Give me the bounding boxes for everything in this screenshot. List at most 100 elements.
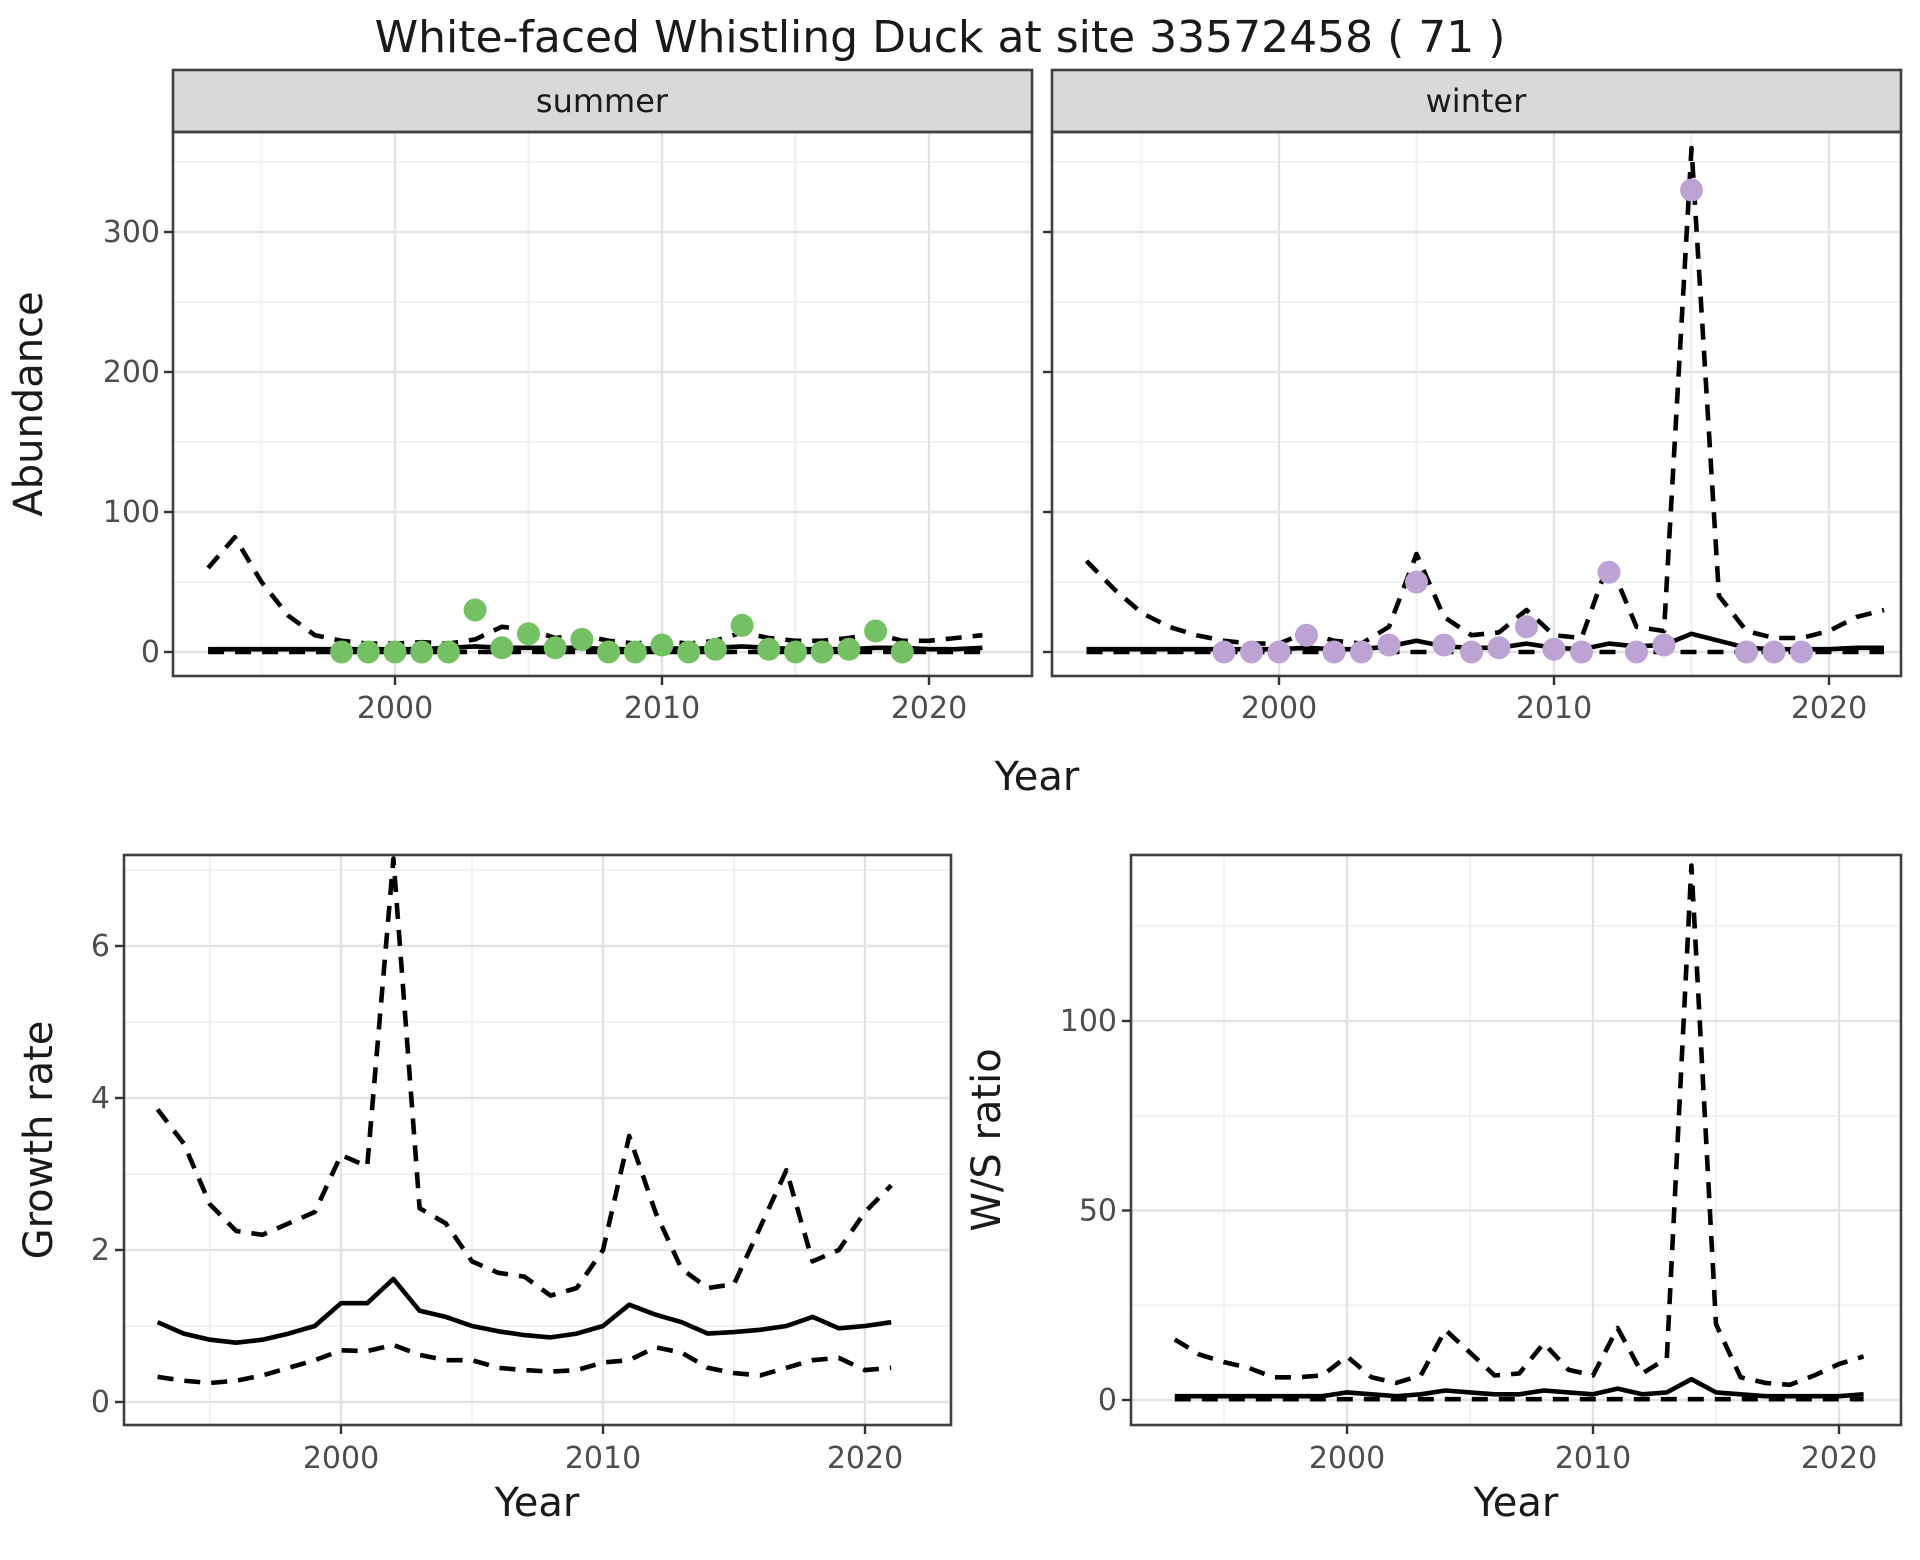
panel-background bbox=[173, 132, 1032, 676]
x-tick-label: 2000 bbox=[1309, 1441, 1385, 1476]
y-tick-label: 6 bbox=[91, 929, 110, 964]
data-point bbox=[1350, 640, 1373, 664]
axis-ticks bbox=[164, 230, 931, 685]
data-point bbox=[490, 636, 514, 660]
x-tick-label: 2000 bbox=[303, 1441, 379, 1476]
data-point bbox=[757, 637, 781, 661]
axis-tick-labels: 2000 2010 2020 0 50 100 bbox=[1060, 1004, 1877, 1476]
data-point bbox=[1267, 640, 1291, 664]
page-title: White-faced Whistling Duck at site 33572… bbox=[375, 12, 1506, 63]
y-tick-label: 50 bbox=[1079, 1194, 1117, 1229]
observation-points bbox=[330, 598, 914, 664]
data-point bbox=[1432, 633, 1456, 657]
panel-abundance-summer: 2000 2010 2020 0 100 200 300 bbox=[103, 68, 1034, 726]
data-point bbox=[1295, 623, 1318, 647]
data-point bbox=[410, 640, 434, 664]
y-tick-label: 0 bbox=[141, 635, 160, 670]
axis-ticks bbox=[1043, 230, 1831, 685]
x-tick-label: 2010 bbox=[1516, 691, 1592, 726]
data-point bbox=[1762, 640, 1786, 664]
upper-ci-line bbox=[155, 856, 893, 1298]
data-point bbox=[1212, 640, 1236, 664]
x-tick-label: 2000 bbox=[1241, 691, 1317, 726]
x-tick-label: 2010 bbox=[624, 691, 700, 726]
y-tick-label: 2 bbox=[91, 1233, 110, 1268]
lower-ci-line bbox=[157, 1342, 892, 1386]
data-point bbox=[1322, 640, 1346, 664]
data-point bbox=[1735, 640, 1758, 664]
x-tick-label: 2000 bbox=[357, 691, 433, 726]
gridlines-minor bbox=[1131, 855, 1901, 1425]
data-point bbox=[1460, 640, 1483, 664]
y-axis-title-abundance: Abundance bbox=[6, 291, 52, 516]
axis-tick-labels: 2000 2010 2020 0 2 4 6 bbox=[91, 929, 903, 1476]
data-point bbox=[1570, 640, 1593, 664]
y-tick-label: 4 bbox=[91, 1081, 110, 1116]
data-point bbox=[864, 619, 888, 643]
data-point bbox=[623, 640, 647, 664]
facet-strip bbox=[171, 68, 1034, 134]
x-axis-title-year-bottom-left: Year bbox=[494, 1480, 580, 1526]
panel-background bbox=[124, 855, 951, 1425]
y-axis-title-ws-ratio: W/S ratio bbox=[964, 1048, 1010, 1231]
y-tick-label: 100 bbox=[103, 495, 160, 530]
data-point bbox=[1790, 640, 1813, 664]
gridlines-major bbox=[1052, 132, 1901, 676]
data-point bbox=[1542, 637, 1566, 661]
observation-points bbox=[1212, 178, 1813, 664]
panel-border bbox=[122, 853, 953, 1427]
median-line bbox=[156, 1276, 892, 1345]
data-point bbox=[1652, 633, 1676, 657]
x-axis-title-year-bottom-right: Year bbox=[1473, 1480, 1559, 1526]
data-point bbox=[784, 640, 807, 664]
panel-abundance-winter: 2000 2010 2020 bbox=[1043, 68, 1903, 726]
data-point bbox=[1680, 178, 1703, 202]
x-tick-label: 2020 bbox=[891, 691, 967, 726]
panel-background bbox=[1052, 132, 1901, 676]
data-point bbox=[383, 640, 407, 664]
upper-ci-line bbox=[1173, 863, 1865, 1388]
y-tick-label: 200 bbox=[103, 355, 160, 390]
x-tick-label: 2010 bbox=[565, 1441, 641, 1476]
gridlines-minor bbox=[173, 132, 1032, 676]
facet-strip bbox=[1050, 68, 1903, 134]
gridlines-minor bbox=[124, 855, 951, 1425]
axis-ticks bbox=[115, 944, 867, 1434]
axis-ticks bbox=[1122, 1019, 1841, 1434]
panel-border bbox=[1129, 853, 1903, 1427]
x-tick-label: 2010 bbox=[1555, 1441, 1631, 1476]
data-point bbox=[517, 622, 540, 646]
data-point bbox=[436, 640, 460, 664]
x-tick-label: 2020 bbox=[1791, 691, 1867, 726]
gridlines-major bbox=[124, 855, 951, 1425]
axis-tick-labels: 2000 2010 2020 0 100 200 300 bbox=[103, 215, 967, 726]
panel-background bbox=[1131, 855, 1901, 1425]
y-axis-title-growth-rate: Growth rate bbox=[16, 1021, 62, 1260]
x-axis-title-year-top: Year bbox=[994, 754, 1080, 800]
axis-tick-labels: 2000 2010 2020 bbox=[1241, 691, 1867, 726]
data-point bbox=[463, 598, 487, 622]
data-point bbox=[1240, 640, 1263, 664]
facet-strip-label-winter: winter bbox=[1426, 82, 1528, 120]
data-point bbox=[330, 640, 354, 664]
data-point bbox=[810, 640, 834, 664]
data-point bbox=[703, 637, 727, 661]
data-point bbox=[1515, 615, 1538, 639]
data-point bbox=[1487, 636, 1511, 660]
panel-border bbox=[171, 130, 1034, 678]
gridlines-major bbox=[173, 132, 1032, 676]
data-point bbox=[597, 640, 621, 664]
median-line bbox=[1174, 1376, 1864, 1399]
data-point bbox=[1597, 560, 1621, 584]
y-tick-label: 0 bbox=[91, 1385, 110, 1420]
x-tick-label: 2020 bbox=[1801, 1441, 1877, 1476]
facet-strip-label-summer: summer bbox=[536, 82, 669, 120]
upper-ci-line bbox=[206, 534, 983, 646]
data-point bbox=[837, 637, 861, 661]
data-point bbox=[356, 640, 380, 664]
data-point bbox=[570, 627, 594, 651]
data-point bbox=[650, 633, 674, 657]
y-tick-label: 300 bbox=[103, 215, 160, 250]
